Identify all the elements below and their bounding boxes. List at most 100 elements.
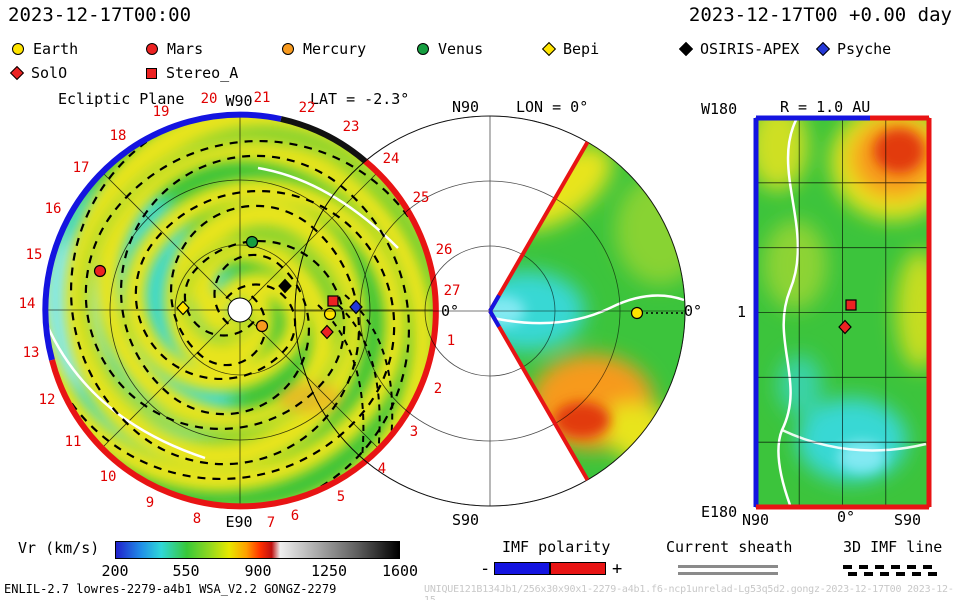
latitude-map-plot: [753, 115, 932, 510]
legend-label: SolO: [31, 64, 68, 82]
ring-label: 1: [446, 333, 456, 349]
ring-label: 26: [435, 242, 453, 258]
legend-item-solo: SolO: [9, 64, 68, 82]
vr-tick: 1250: [310, 562, 348, 580]
wedge-apex-negative-top: [488, 294, 501, 312]
map-r-tick: 1: [737, 303, 747, 321]
stereo-a-legend-icon: [146, 67, 157, 79]
venus-marker: [245, 235, 259, 249]
map-polarity-border: [753, 115, 932, 510]
polarity-ring: [42, 111, 439, 510]
venus-legend-icon: [417, 43, 429, 55]
ring-label: 13: [22, 345, 40, 361]
imf-line-dash-icon: [848, 572, 940, 576]
vr-colorbar: [115, 541, 400, 559]
ring-label: 23: [342, 119, 360, 135]
legend-label: Psyche: [837, 40, 892, 58]
vr-tick: 1600: [381, 562, 419, 580]
spacecraft-imf-line-bundle: [317, 294, 394, 459]
earth-marker-meridional: [630, 306, 644, 320]
ring-label: 7: [266, 515, 276, 531]
legend-item-mercury: Mercury: [282, 40, 366, 58]
map-axis-s90: S90: [894, 511, 922, 529]
meridional-south-label: S90: [452, 511, 480, 529]
fast-wind-spiral-arms: [0, 54, 518, 554]
map-west-label: W180: [701, 100, 738, 118]
ring-label: 2: [433, 381, 443, 397]
bepi-marker: [176, 300, 190, 316]
ring-label: 24: [382, 151, 400, 167]
vr-tick: 900: [244, 562, 272, 580]
current-sheath-icon: [678, 565, 778, 568]
legend-label: Earth: [33, 40, 79, 58]
wedge-apex-negative-bottom: [488, 310, 501, 328]
ring-label: 3: [409, 424, 419, 440]
imf-positive-swatch: [550, 562, 606, 575]
current-sheath-label: Current sheath: [666, 538, 793, 556]
map-axis-zero: 0°: [837, 508, 856, 526]
imf-negative-swatch: [494, 562, 550, 575]
meridional-zero-label: 0°: [684, 302, 703, 320]
mars-marker: [93, 264, 107, 278]
stereo-a-marker: [327, 295, 339, 307]
solo-marker: [320, 324, 334, 340]
sun-marker: [227, 297, 253, 323]
w90-label: W90: [225, 92, 253, 110]
legend-item-psyche: Psyche: [815, 40, 892, 58]
solo-marker-map: [838, 319, 852, 335]
legend-item-earth: Earth: [12, 40, 78, 58]
vr-tick: 200: [101, 562, 129, 580]
imf-plus-sign: +: [612, 559, 623, 579]
imf-polarity-label: IMF polarity: [502, 538, 611, 556]
imf-minus-sign: -: [480, 559, 491, 579]
ring-label: 9: [145, 495, 155, 511]
ecliptic-zero-label: 0°: [441, 302, 460, 320]
wedge-edges: [488, 141, 590, 481]
legend-label: Mercury: [303, 40, 367, 58]
watermark-text: UNIQUE121B134Jb1/256x30x90x1-2279-a4b1.f…: [424, 584, 954, 600]
current-sheath-line-meridional: [492, 294, 685, 325]
lat-label: LAT = -2.3°: [310, 90, 410, 108]
ring-label: 16: [44, 201, 62, 217]
ring-label: 4: [377, 461, 387, 477]
map-grid: [756, 118, 929, 507]
e90-label: E90: [225, 513, 253, 531]
legend-item-mars: Mars: [146, 40, 203, 58]
meridional-lon-label: LON = 0°: [516, 98, 589, 116]
wedge-edge-bottom: [488, 310, 590, 481]
ring-label: 10: [99, 469, 117, 485]
legend-label: OSIRIS-APEX: [700, 40, 800, 58]
ring-black-segment: [280, 116, 367, 164]
legend-label: Stereo_A: [166, 64, 239, 82]
wedge-edge-top: [488, 141, 590, 312]
ring-label: 5: [336, 489, 346, 505]
map-axis-n90: N90: [742, 511, 770, 529]
ring-label: 8: [192, 511, 202, 527]
ring-label: 27: [443, 283, 461, 299]
map-markers: [838, 299, 857, 335]
imf-negative-arc: [42, 111, 282, 361]
ring-label: 18: [109, 128, 127, 144]
legend-label: Venus: [438, 40, 484, 58]
imf-line-label: 3D IMF line: [843, 538, 943, 556]
vr-tick: 550: [172, 562, 200, 580]
map-east-label: E180: [701, 503, 738, 521]
osiris-apex-marker: [278, 278, 292, 294]
map-radius-label: R = 1.0 AU: [780, 98, 871, 116]
legend-item-bepi: Bepi: [541, 40, 599, 58]
ring-label: 15: [25, 247, 43, 263]
current-sheath-line-map: [777, 118, 800, 506]
mars-legend-icon: [146, 43, 158, 55]
vr-colorbar-label: Vr (km/s): [18, 539, 100, 557]
legend-item-venus: Venus: [417, 40, 483, 58]
ring-label: 25: [412, 190, 430, 206]
ring-label: 6: [290, 508, 300, 524]
ring-label: 12: [38, 392, 56, 408]
legend-item-osiris-apex: OSIRIS-APEX: [678, 40, 800, 58]
ring-label: 14: [18, 296, 36, 312]
meridional-north-label: N90: [452, 98, 480, 116]
ring-label: 19: [152, 104, 170, 120]
ring-label: 21: [253, 90, 271, 106]
